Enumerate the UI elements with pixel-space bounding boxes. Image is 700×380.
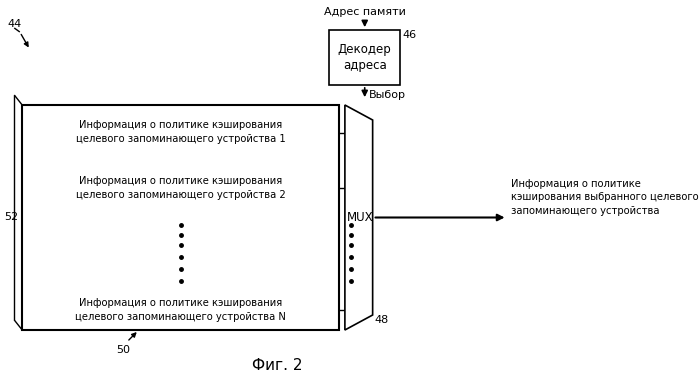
Text: 44: 44 xyxy=(7,19,22,29)
Polygon shape xyxy=(345,105,372,330)
Text: Информация о политике кэширования
целевого запоминающего устройства 2: Информация о политике кэширования целево… xyxy=(76,176,286,200)
Text: MUX: MUX xyxy=(347,211,374,224)
Bar xyxy=(329,30,400,85)
Text: Информация о политике кэширования
целевого запоминающего устройства N: Информация о политике кэширования целево… xyxy=(76,298,286,322)
Bar xyxy=(22,105,339,330)
Text: 48: 48 xyxy=(374,315,388,325)
Text: Выбор: Выбор xyxy=(369,90,406,100)
Text: Адрес памяти: Адрес памяти xyxy=(324,7,406,17)
Text: Информация о политике
кэширования выбранного целевого
запоминающего устройства: Информация о политике кэширования выбран… xyxy=(512,179,699,216)
Text: Фиг. 2: Фиг. 2 xyxy=(252,358,302,374)
Text: 46: 46 xyxy=(402,30,417,40)
Text: Декодер
адреса: Декодер адреса xyxy=(338,43,391,73)
Text: Информация о политике кэширования
целевого запоминающего устройства 1: Информация о политике кэширования целево… xyxy=(76,120,286,144)
Text: 50: 50 xyxy=(116,345,130,355)
Text: 52: 52 xyxy=(4,212,18,223)
